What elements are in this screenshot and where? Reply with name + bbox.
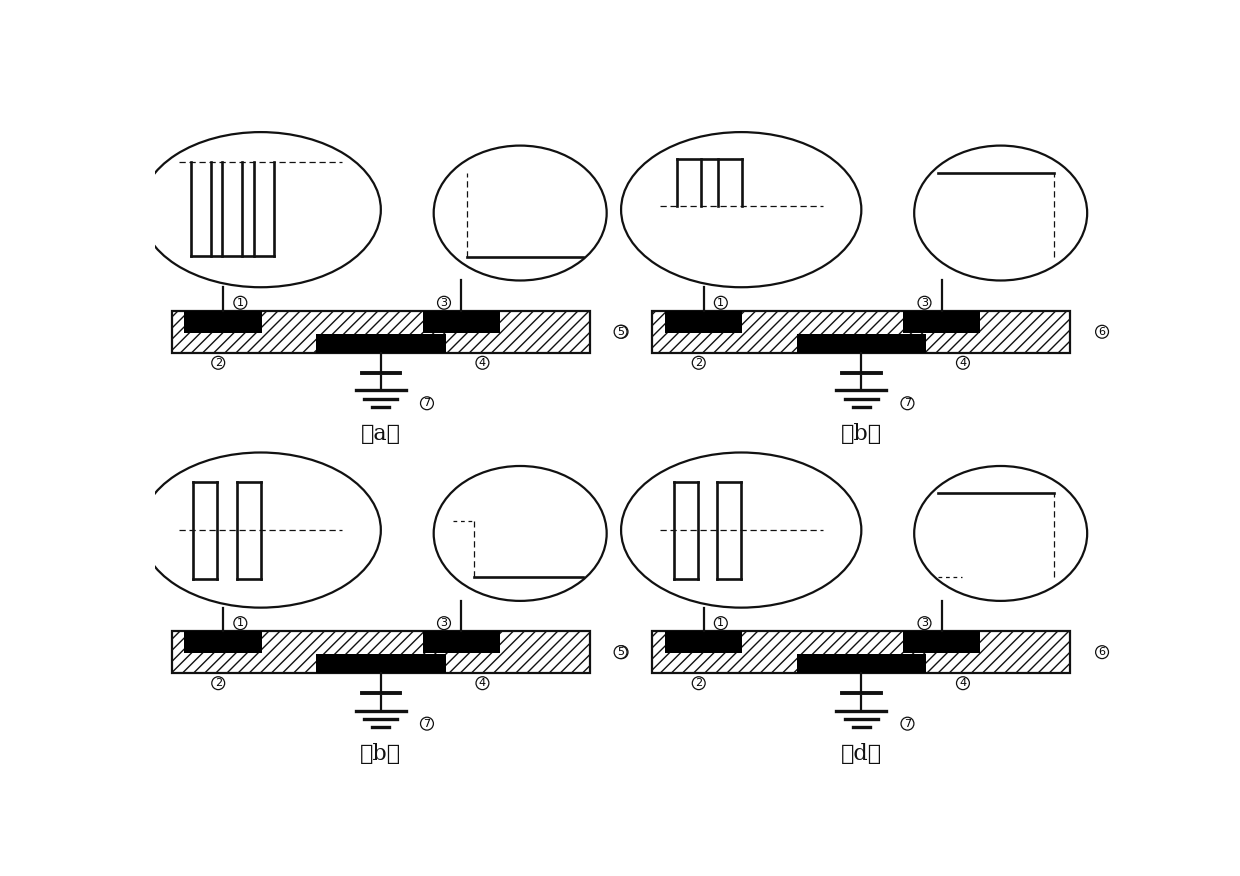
Text: 2: 2: [215, 678, 222, 689]
Text: 1: 1: [237, 618, 244, 628]
Text: 4: 4: [960, 678, 966, 689]
Bar: [903, 311, 981, 333]
Text: 4: 4: [479, 357, 486, 368]
Bar: [185, 632, 262, 653]
Text: 7: 7: [423, 718, 430, 729]
Bar: [652, 311, 1070, 353]
Text: 6: 6: [1099, 647, 1106, 657]
Bar: [796, 334, 926, 353]
Text: 3: 3: [440, 298, 448, 307]
Bar: [185, 311, 262, 333]
Text: 1: 1: [717, 298, 724, 307]
Bar: [652, 632, 1070, 673]
Bar: [423, 632, 500, 653]
Text: 1: 1: [717, 618, 724, 628]
Text: 6: 6: [1099, 327, 1106, 336]
Text: 7: 7: [904, 718, 911, 729]
Text: （b）: （b）: [361, 743, 402, 765]
Text: 3: 3: [921, 298, 928, 307]
Text: 1: 1: [237, 298, 244, 307]
Text: 4: 4: [960, 357, 966, 368]
Text: （b）: （b）: [841, 422, 882, 445]
Bar: [423, 311, 500, 333]
Bar: [316, 334, 445, 353]
Text: 3: 3: [921, 618, 928, 628]
Text: 7: 7: [423, 399, 430, 408]
Text: 5: 5: [618, 647, 624, 657]
Text: （a）: （a）: [361, 422, 401, 445]
Text: 3: 3: [440, 618, 448, 628]
Text: 2: 2: [696, 678, 702, 689]
Text: 2: 2: [696, 357, 702, 368]
Text: 2: 2: [215, 357, 222, 368]
Text: 6: 6: [618, 647, 625, 657]
Text: 5: 5: [618, 327, 624, 336]
Text: 7: 7: [904, 399, 911, 408]
Bar: [172, 632, 590, 673]
Bar: [665, 632, 743, 653]
Text: 6: 6: [618, 327, 625, 336]
Bar: [172, 311, 590, 353]
Text: 4: 4: [479, 678, 486, 689]
Bar: [903, 632, 981, 653]
Bar: [665, 311, 743, 333]
Bar: [796, 654, 926, 673]
Bar: [316, 654, 445, 673]
Text: （d）: （d）: [841, 743, 882, 765]
